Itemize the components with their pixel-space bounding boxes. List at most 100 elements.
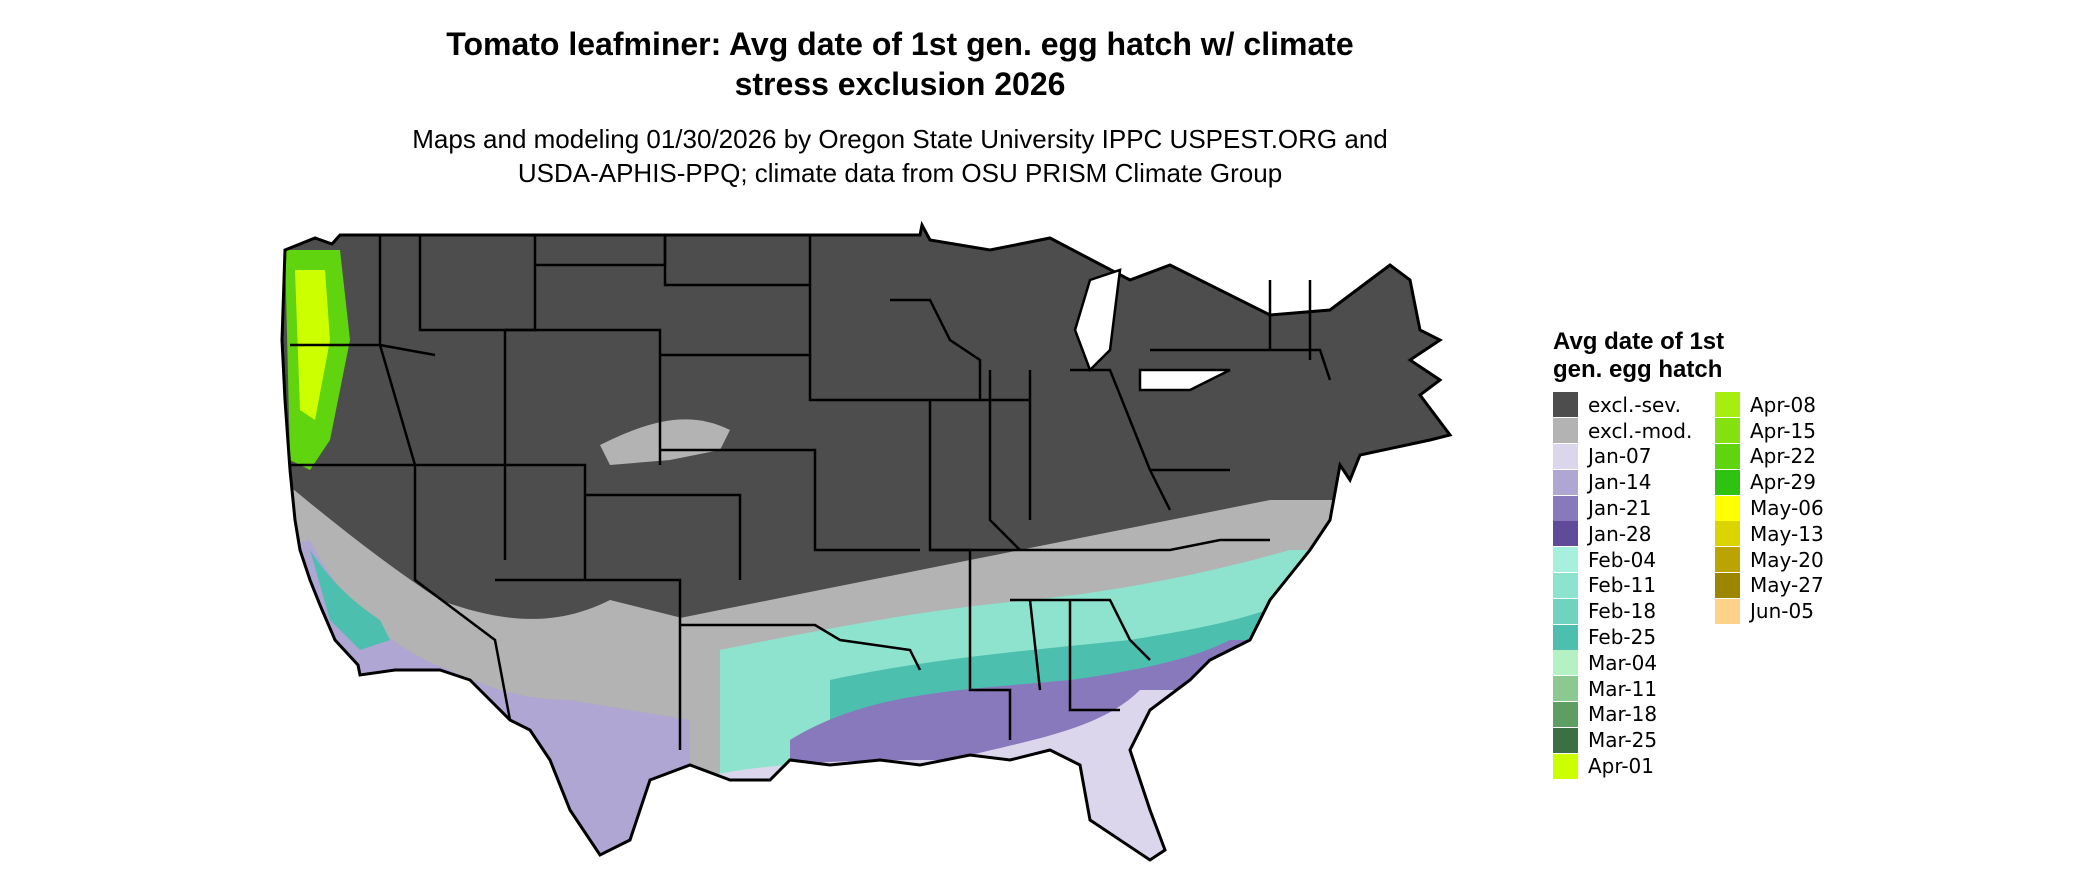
legend-item: Apr-22 xyxy=(1715,443,1877,470)
legend-label: Mar-11 xyxy=(1588,676,1658,701)
legend-swatch xyxy=(1553,753,1578,779)
legend-label: Apr-08 xyxy=(1750,392,1816,417)
legend-item: excl.-sev. xyxy=(1553,392,1715,418)
legend-swatch xyxy=(1553,547,1578,573)
border-tn-nc xyxy=(930,538,1270,552)
legend-column-2: Apr-08 Apr-15 Apr-22 Apr-29 May-06 May-13 May-… xyxy=(1715,392,1877,779)
border-co xyxy=(585,493,742,580)
legend-item: Mar-04 xyxy=(1553,650,1715,676)
legend-label: Feb-04 xyxy=(1588,547,1657,572)
great-lakes xyxy=(1073,268,1231,392)
legend-label: Jan-21 xyxy=(1588,496,1652,521)
state-borders xyxy=(290,235,1332,750)
zone-excl-mod-plains xyxy=(600,419,730,465)
border-oh-pa xyxy=(1070,368,1172,511)
legend-swatch xyxy=(1553,598,1578,624)
zone-feb-25-california xyxy=(310,550,390,650)
legend-title-line-2: gen. egg hatch xyxy=(1553,356,1723,383)
zone-excl-sev xyxy=(282,225,1450,860)
map-title: Tomato leafminer: Avg date of 1st gen. e… xyxy=(360,24,1440,104)
border-ms-al xyxy=(1028,599,1042,691)
legend-label: Mar-18 xyxy=(1588,702,1658,727)
legend-swatch xyxy=(1553,495,1578,521)
legend-item: Mar-18 xyxy=(1553,701,1715,728)
legend-item: May-27 xyxy=(1715,572,1877,599)
legend-item: Apr-15 xyxy=(1715,418,1877,444)
legend-swatch xyxy=(1715,418,1740,444)
border-al-ga xyxy=(1068,600,1120,712)
lake-erie xyxy=(1138,368,1231,392)
legend-item: Apr-01 xyxy=(1553,753,1715,779)
legend-item: Feb-25 xyxy=(1553,624,1715,650)
border-ms-la xyxy=(968,625,1012,740)
legend-label: Mar-04 xyxy=(1588,650,1658,675)
legend-item: Jan-21 xyxy=(1553,495,1715,521)
legend-swatch xyxy=(1715,598,1740,624)
border-pa-ny xyxy=(1150,348,1332,381)
legend-item: Jun-05 xyxy=(1715,598,1877,624)
border-wy xyxy=(505,328,662,465)
legend-label: May-06 xyxy=(1750,496,1824,521)
border-id-west xyxy=(378,235,512,721)
legend-swatch xyxy=(1553,521,1578,547)
legend-swatch xyxy=(1553,624,1578,650)
legend-label: Mar-25 xyxy=(1588,728,1658,753)
legend-item: Jan-14 xyxy=(1553,469,1715,495)
us-map xyxy=(270,220,1530,892)
legend-swatch xyxy=(1715,469,1740,495)
legend-label: Jan-14 xyxy=(1588,470,1652,495)
legend-swatch xyxy=(1715,443,1740,469)
legend-title-line-1: Avg date of 1st xyxy=(1553,328,1725,355)
legend-swatch xyxy=(1715,547,1740,573)
border-az-nm xyxy=(495,578,682,750)
legend-swatch xyxy=(1553,418,1578,444)
lake-michigan xyxy=(1073,268,1122,373)
border-ia-wi xyxy=(890,298,982,400)
legend-label: May-20 xyxy=(1750,547,1824,572)
legend-swatch xyxy=(1553,650,1578,676)
legend-swatch xyxy=(1715,521,1740,547)
us-map-svg xyxy=(280,220,1453,862)
legend-label: Apr-22 xyxy=(1750,444,1816,469)
legend-label: Feb-11 xyxy=(1588,573,1657,598)
legend-label: May-13 xyxy=(1750,521,1824,546)
legend-label: Jan-28 xyxy=(1588,521,1652,546)
legend-label: Apr-29 xyxy=(1750,470,1816,495)
legend-label: May-27 xyxy=(1750,573,1824,598)
legend-item: Jan-28 xyxy=(1553,521,1715,547)
legend-swatch xyxy=(1553,392,1578,418)
legend-label: Apr-15 xyxy=(1750,418,1816,443)
border-ne-ks xyxy=(660,353,930,402)
title-line-2: stress exclusion 2026 xyxy=(734,66,1066,102)
legend-swatch xyxy=(1553,443,1578,469)
border-tn-south xyxy=(1010,598,1151,661)
legend-label: excl.-sev. xyxy=(1588,392,1681,417)
border-nd-sd xyxy=(663,235,810,287)
legend-label: Apr-01 xyxy=(1588,754,1654,779)
subtitle-line-2: USDA-APHIS-PPQ; climate data from OSU PR… xyxy=(517,158,1283,188)
legend-item: Feb-11 xyxy=(1553,572,1715,599)
border-ks-ok xyxy=(660,448,920,552)
legend-item: May-20 xyxy=(1715,547,1877,573)
legend-swatch xyxy=(1553,676,1578,702)
legend-swatch xyxy=(1553,727,1578,753)
subtitle-line-1: Maps and modeling 01/30/2026 by Oregon S… xyxy=(412,124,1388,154)
legend-swatch xyxy=(1553,701,1578,727)
legend-swatch xyxy=(1553,469,1578,495)
legend-item: excl.-mod. xyxy=(1553,418,1715,444)
legend-title: Avg date of 1st gen. egg hatch xyxy=(1553,328,1773,384)
border-id-mt xyxy=(418,235,507,465)
legend-item: Mar-11 xyxy=(1553,676,1715,702)
border-il-in xyxy=(988,370,1021,551)
hatch-date-raster xyxy=(282,225,1450,860)
legend-columns: excl.-sev. excl.-mod. Jan-07 Jan-14 Jan-21 Ja… xyxy=(1553,392,1877,779)
legend-label: Feb-25 xyxy=(1588,625,1657,650)
legend-item: Apr-29 xyxy=(1715,469,1877,495)
legend-swatch xyxy=(1715,392,1740,418)
legend-item: Mar-25 xyxy=(1553,727,1715,753)
legend-swatch xyxy=(1715,495,1740,521)
legend-label: Jun-05 xyxy=(1750,599,1814,624)
legend-column-1: excl.-sev. excl.-mod. Jan-07 Jan-14 Jan-21 Ja… xyxy=(1553,392,1715,779)
legend-label: excl.-mod. xyxy=(1588,418,1693,443)
legend-item: Feb-18 xyxy=(1553,598,1715,624)
